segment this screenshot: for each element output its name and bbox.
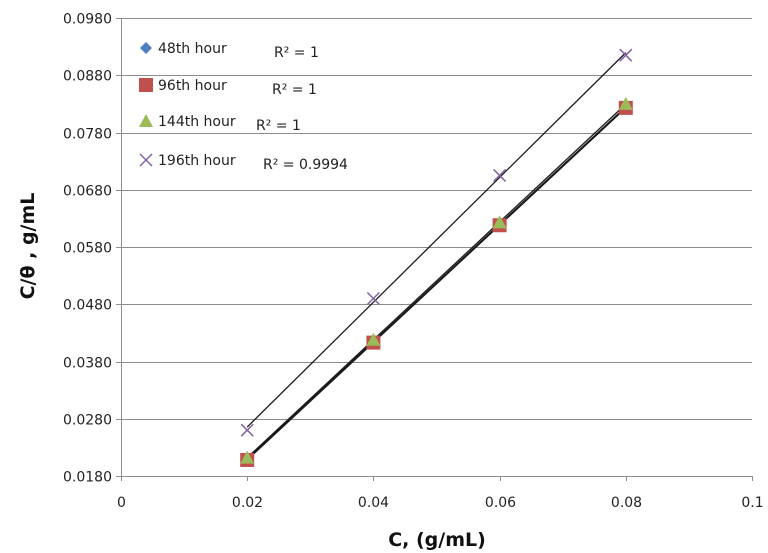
y-tick-label: 0.0980 [63, 12, 112, 28]
data-point-series-4 [240, 423, 254, 437]
x-tick-label: 0.1 [741, 495, 763, 511]
trendline-4 [246, 52, 627, 428]
y-tick-label: 0.0180 [63, 470, 112, 486]
legend-label: 144th hour [158, 114, 236, 130]
legend-item: 96th hour R² = 1 [139, 78, 317, 98]
x-tick-label: 0.06 [485, 495, 516, 511]
data-point-series-3 [366, 332, 381, 346]
y-tick-label: 0.0380 [63, 356, 112, 372]
legend-item: 48th hour R² = 1 [140, 41, 319, 61]
x-tick-label: 0 [117, 495, 126, 511]
trendlines [246, 52, 627, 461]
r-squared-label: R² = 1 [272, 82, 317, 98]
legend-marker [139, 114, 153, 127]
y-tick-label: 0.0680 [63, 184, 112, 200]
data-point-series-4 [619, 48, 633, 62]
data-point-series-4 [493, 168, 507, 182]
x-tick-label: 0.08 [611, 495, 642, 511]
trendline-3 [246, 103, 627, 459]
x-axis-title: C, (g/mL) [388, 529, 486, 551]
legend-label: 48th hour [158, 41, 227, 57]
axes: 0.0180 0.0280 0.0380 0.0480 0.0580 0.0680 0.07… [63, 12, 764, 512]
y-tick-label: 0.0780 [63, 127, 112, 143]
y-tick-label: 0.0280 [63, 413, 112, 429]
legend-item: 196th hour R² = 0.9994 [139, 153, 348, 173]
trendline-2 [246, 107, 627, 461]
legend-marker [139, 153, 153, 167]
data-point-series-3 [618, 96, 633, 110]
data-point-series-4 [366, 291, 380, 306]
legend-item: 144th hour R² = 1 [139, 114, 301, 134]
r-squared-label: R² = 1 [256, 118, 301, 134]
y-tick-label: 0.0480 [63, 298, 112, 314]
r-squared-label: R² = 0.9994 [263, 157, 348, 173]
data-point-series-3 [492, 215, 507, 229]
gridlines [121, 18, 752, 420]
data-points [240, 48, 633, 467]
legend-marker [139, 78, 153, 92]
y-tick-label: 0.0580 [63, 241, 112, 257]
legend-label: 196th hour [158, 153, 236, 169]
x-tick-label: 0.02 [232, 495, 263, 511]
legend-marker [140, 42, 152, 54]
trendline-1 [246, 106, 627, 460]
legend-label: 96th hour [158, 78, 227, 94]
x-tick-label: 0.04 [358, 495, 389, 511]
r-squared-label: R² = 1 [274, 45, 319, 61]
data-point-series-3 [240, 450, 255, 464]
y-tick-label: 0.0880 [63, 69, 112, 85]
y-axis-title: C/θ , g/mL [17, 193, 39, 300]
